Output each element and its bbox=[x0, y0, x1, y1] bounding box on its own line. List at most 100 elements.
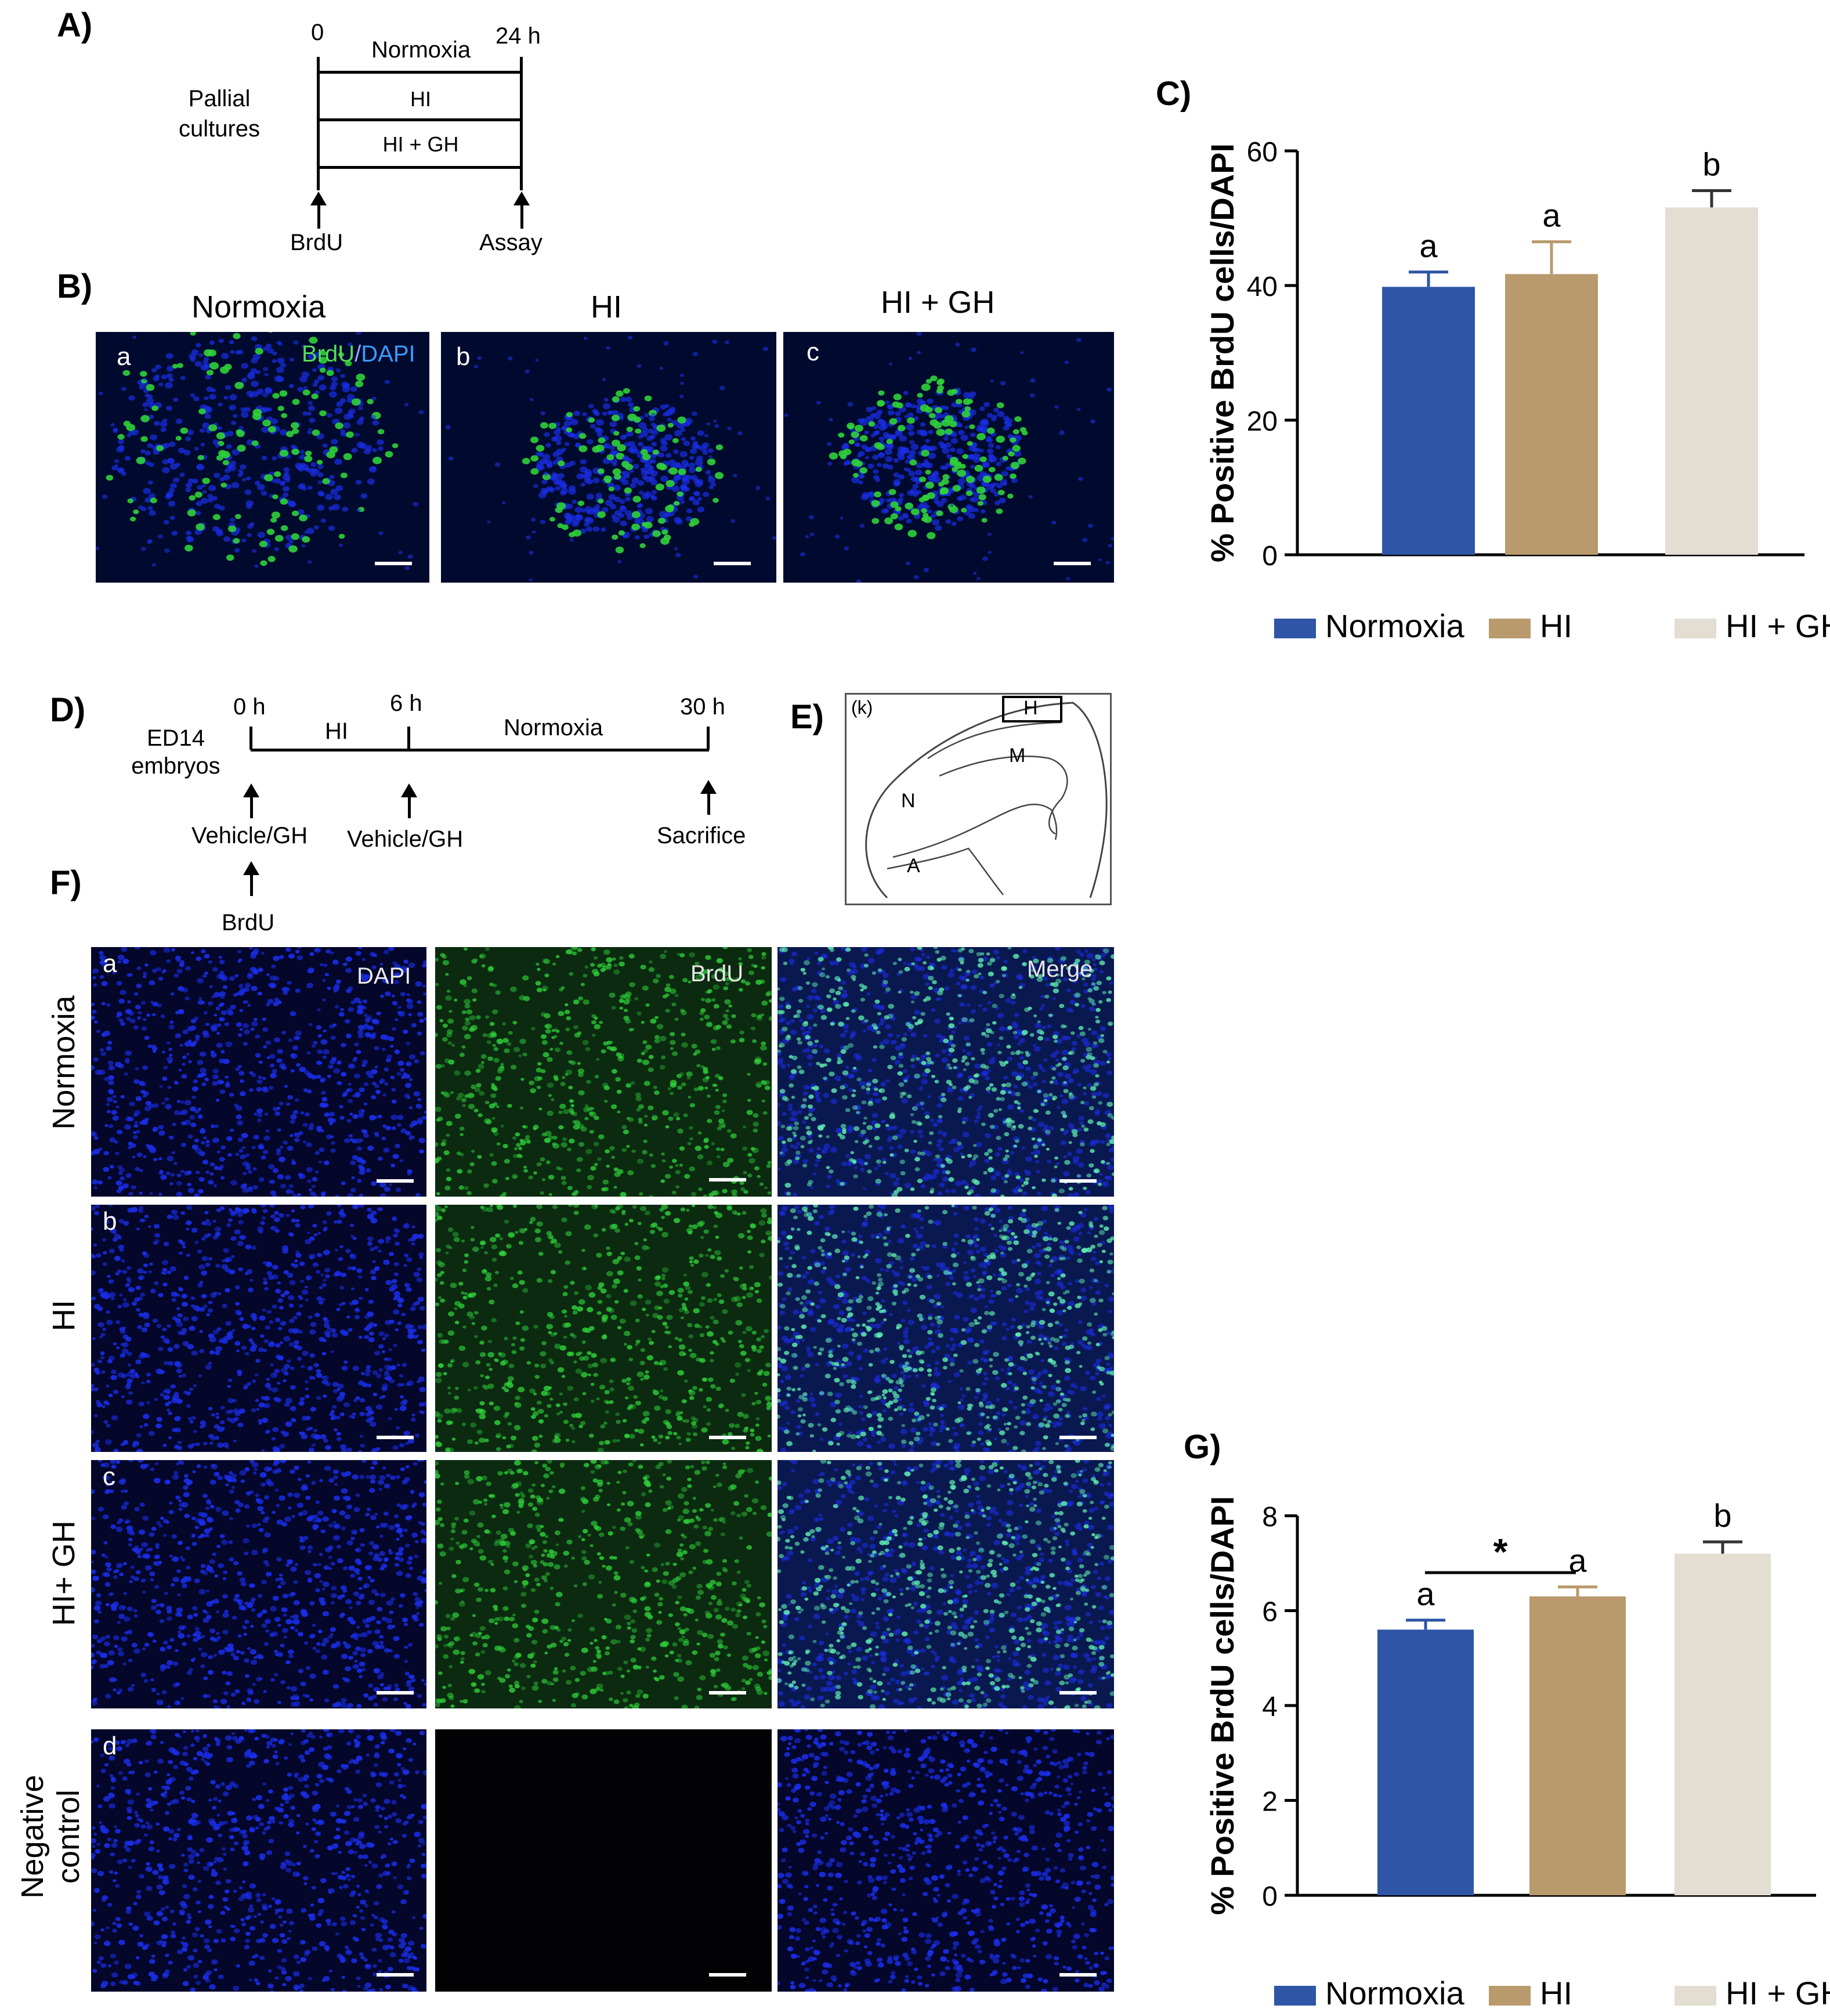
micrograph-f-d-brdu bbox=[435, 1729, 772, 1992]
significance-letter: b bbox=[1713, 1497, 1731, 1534]
panel-a-condition-normoxia: Normoxia bbox=[371, 37, 471, 63]
y-tick-label: 6 bbox=[1262, 1597, 1278, 1628]
y-tick-label: 2 bbox=[1262, 1787, 1278, 1818]
panel-d-label-vehicle-gh-1: Vehicle/GH bbox=[191, 823, 308, 848]
channel-label-merge: Merge bbox=[1027, 956, 1093, 982]
micrograph-f-c-merge bbox=[777, 1460, 1114, 1708]
cell-texture bbox=[777, 1729, 1114, 1992]
brain-region-m: M bbox=[1009, 745, 1026, 767]
scale-bar bbox=[709, 1691, 746, 1695]
panel-b-letter-c: c bbox=[806, 338, 819, 366]
stain-legend: BrdU/DAPI bbox=[302, 341, 415, 367]
panel-b-title-high: HI + GH bbox=[881, 285, 995, 320]
panel-b-title-normoxia: Normoxia bbox=[191, 290, 326, 324]
legend-swatch bbox=[1675, 1986, 1716, 2006]
cell-texture bbox=[784, 332, 1114, 583]
micrograph-f-b-merge bbox=[777, 1205, 1114, 1452]
panel-a-line-hi bbox=[318, 118, 521, 121]
legend-label: HI bbox=[1540, 608, 1572, 644]
cell-texture bbox=[435, 947, 772, 1197]
stain-dapi: DAPI bbox=[361, 341, 415, 367]
scale-bar bbox=[1059, 1691, 1097, 1695]
brain-corner-label: (k) bbox=[851, 697, 873, 718]
panel-d-row-label-1: ED14 bbox=[146, 725, 205, 751]
panel-label-f: F) bbox=[50, 864, 82, 902]
scale-bar bbox=[375, 562, 412, 565]
legend-swatch bbox=[1489, 619, 1531, 638]
cell-texture bbox=[777, 1205, 1114, 1452]
panel-d-time-0: 0 h bbox=[233, 694, 266, 720]
brain-outline bbox=[865, 696, 1108, 899]
micrograph-b-high: c bbox=[783, 332, 1114, 583]
panel-d-label-sacrifice: Sacrifice bbox=[657, 823, 746, 848]
scale-bar bbox=[709, 1178, 746, 1182]
micrograph-f-c-dapi: c bbox=[91, 1460, 426, 1708]
scale-bar bbox=[377, 1973, 414, 1977]
panel-f-row-label-high: HI+ GH bbox=[46, 1520, 81, 1626]
panel-a-time-start: 0 bbox=[311, 20, 324, 45]
panel-d-time-6: 6 h bbox=[390, 691, 422, 716]
micrograph-f-b-brdu bbox=[435, 1205, 772, 1452]
neg-line-1: Negative bbox=[15, 1775, 50, 1899]
channel-label-brdu: BrdU bbox=[690, 961, 744, 987]
y-tick-label: 60 bbox=[1247, 137, 1278, 168]
micrograph-f-c-brdu bbox=[435, 1460, 772, 1708]
panel-a-condition-hi: HI bbox=[410, 87, 431, 111]
panel-d-seg-hi: HI bbox=[325, 718, 348, 744]
panel-b-letter-b: b bbox=[456, 342, 471, 371]
legend-label: Normoxia bbox=[1325, 1975, 1464, 2011]
stain-sep: / bbox=[355, 341, 361, 367]
bar-high bbox=[1675, 1553, 1771, 1895]
panel-d-time-30: 30 h bbox=[680, 694, 725, 720]
significance-letter: b bbox=[1702, 146, 1720, 182]
panel-f-letter-d: d bbox=[103, 1732, 117, 1760]
panel-label-e: E) bbox=[790, 698, 824, 736]
y-tick-label: 4 bbox=[1262, 1692, 1278, 1722]
panel-d-tick-0 bbox=[249, 727, 252, 750]
panel-a-line-high bbox=[318, 166, 521, 169]
panel-f-row-label-normoxia: Normoxia bbox=[46, 995, 81, 1130]
neg-line-2: control bbox=[51, 1789, 86, 1884]
significance-letter: a bbox=[1419, 227, 1438, 264]
micrograph-f-d-dapi: d bbox=[91, 1729, 426, 1992]
micrograph-f-b-dapi: b bbox=[91, 1205, 426, 1452]
scale-bar bbox=[714, 562, 751, 565]
scale-bar bbox=[709, 1973, 746, 1977]
micrograph-f-a-merge: Merge bbox=[777, 947, 1114, 1197]
y-tick-label: 40 bbox=[1247, 272, 1278, 302]
bar-hi bbox=[1505, 274, 1598, 555]
panel-a-row-label-1: Pallial bbox=[188, 86, 251, 111]
panel-label-c: C) bbox=[1156, 75, 1192, 113]
panel-f-row-label-hi: HI bbox=[46, 1300, 81, 1332]
significance-letter: a bbox=[1542, 197, 1561, 234]
panel-a-label-assay: Assay bbox=[479, 230, 543, 255]
cell-texture bbox=[445, 335, 776, 581]
scale-bar bbox=[377, 1436, 414, 1439]
cell-texture bbox=[435, 1205, 772, 1452]
panel-a-start-bar bbox=[317, 57, 320, 190]
cell-texture bbox=[91, 1460, 426, 1708]
scale-bar bbox=[1059, 1436, 1097, 1439]
bar-normoxia bbox=[1382, 287, 1475, 555]
panel-d-tick-6 bbox=[407, 727, 410, 750]
micrograph-f-a-brdu: BrdU bbox=[435, 947, 772, 1197]
stain-brdu: BrdU bbox=[302, 341, 355, 367]
legend-swatch bbox=[1675, 619, 1716, 638]
panel-d-label-vehicle-gh-2: Vehicle/GH bbox=[347, 826, 464, 852]
brain-diagram: (k) H M N A bbox=[845, 693, 1112, 905]
panel-a-condition-high: HI + GH bbox=[382, 132, 459, 156]
panel-f-letter-a: a bbox=[103, 949, 117, 978]
cell-texture bbox=[777, 1460, 1114, 1708]
panel-f-letter-b: b bbox=[103, 1207, 117, 1235]
scale-bar bbox=[1059, 1179, 1097, 1183]
y-axis-label: % Positive BrdU cells/DAPI bbox=[1204, 1496, 1241, 1915]
cell-texture bbox=[91, 1729, 426, 1992]
cell-texture bbox=[91, 947, 426, 1197]
scale-bar bbox=[1059, 1973, 1097, 1977]
scale-bar bbox=[377, 1691, 414, 1695]
bar-high bbox=[1665, 207, 1758, 555]
panel-label-b: B) bbox=[57, 268, 93, 305]
y-tick-label: 8 bbox=[1262, 1502, 1278, 1533]
chart-c: 0 20 40 60% Positive BrdU cells/DAPI a a b Norm… bbox=[1204, 137, 1830, 644]
